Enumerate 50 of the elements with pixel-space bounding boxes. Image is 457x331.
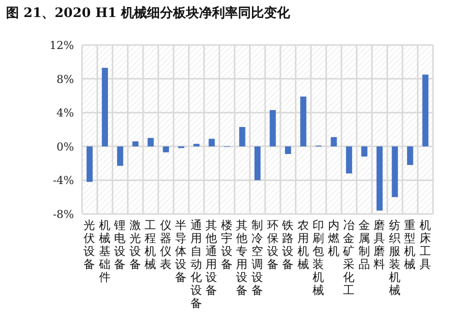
bar [330, 137, 337, 146]
bar [392, 146, 398, 198]
x-tick-label: 其他通用设备 [206, 218, 218, 297]
y-tick-label: 12% [50, 39, 74, 52]
bar [270, 110, 276, 146]
x-tick-label: 内燃机 [328, 218, 340, 258]
x-tick-label: 制冷空调设备 [252, 218, 264, 297]
bar [132, 141, 138, 146]
x-tick-label: 农用机械 [297, 218, 310, 271]
x-tick-label: 半导体设备 [175, 218, 188, 284]
x-tick-label: 楼宇设备 [220, 218, 233, 271]
x-tick-label: 机床工具 [419, 218, 432, 271]
y-tick-label: 8% [56, 72, 74, 86]
x-tick-label: 锂电设备 [113, 218, 126, 271]
bar [361, 146, 368, 157]
y-tick-label: -8% [52, 208, 74, 221]
x-tick-label: 铁路设备 [281, 218, 294, 271]
chart-title: 图 21、2020 H1 机械细分板块净利率同比变化 [6, 5, 292, 21]
x-tick-label: 印刷包装机械 [312, 218, 325, 297]
bar [254, 146, 261, 180]
bar [346, 146, 352, 174]
y-tick-label: 0% [56, 140, 74, 154]
bar [148, 138, 154, 146]
y-tick-label: 4% [56, 106, 74, 120]
x-tick-label: 金属制品 [358, 218, 370, 271]
bar [407, 146, 414, 165]
x-tick-label: 其他专用设备 [236, 218, 248, 297]
bar [422, 74, 428, 146]
bar [86, 146, 93, 182]
x-tick-label: 通用自动化设备 [190, 218, 202, 310]
bar [284, 146, 292, 154]
x-tick-label: 磨具磨料 [374, 218, 386, 271]
bar [162, 146, 169, 152]
x-tick-label: 重型机械 [404, 218, 416, 271]
x-tick-label: 冶金矿采化工 [342, 218, 356, 297]
x-tick-label: 仪器仪表 [160, 218, 172, 271]
bar [239, 126, 246, 146]
x-tick-label: 机械基础件 [98, 218, 111, 284]
bar [193, 144, 200, 146]
bar [208, 138, 215, 146]
bar [300, 96, 306, 146]
bar [102, 68, 108, 146]
x-tick-label: 光伏设备 [84, 218, 96, 271]
bar [376, 146, 383, 211]
x-tick-label: 纺织服装机械 [388, 218, 401, 297]
x-tick-label: 激光设备 [129, 218, 142, 271]
bar [117, 146, 124, 166]
x-tick-label: 工程机械 [144, 218, 157, 271]
x-tick-label: 环保设备 [266, 218, 279, 271]
y-tick-label: -4% [52, 174, 74, 188]
